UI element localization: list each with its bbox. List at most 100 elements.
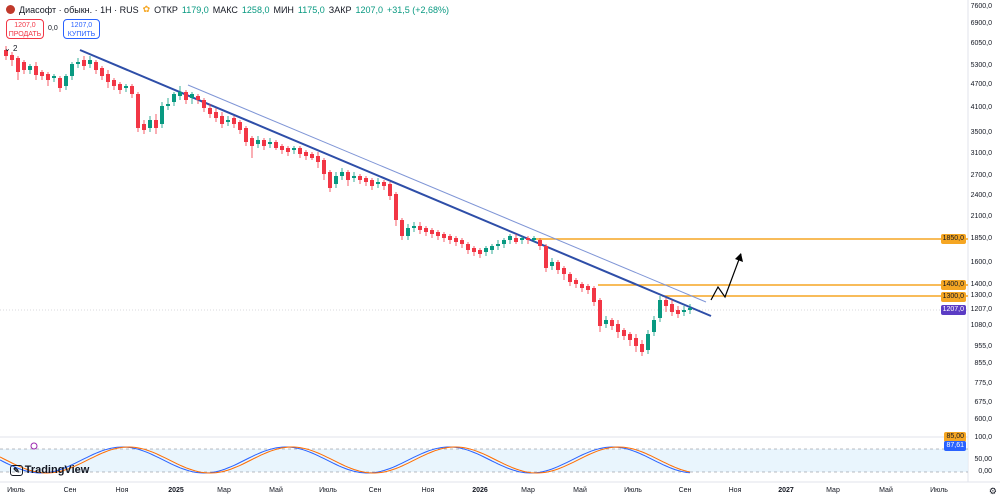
candle-body: [196, 96, 200, 100]
trend-line-main[interactable]: [79, 49, 712, 317]
candle-body: [172, 94, 176, 102]
time-axis-label: Сен: [63, 487, 77, 494]
candle-body: [16, 58, 20, 72]
candle-body: [334, 176, 338, 184]
candle-body: [232, 118, 236, 124]
candle-body: [484, 248, 488, 252]
time-axis-label: 2027: [778, 487, 794, 494]
price-axis-tick: 1400,0: [970, 281, 992, 288]
candle-body: [124, 86, 128, 88]
candle-body: [646, 334, 650, 350]
candle-body: [112, 80, 116, 86]
candle-body: [502, 240, 506, 244]
time-axis-label: Май: [879, 487, 893, 494]
price-axis-tick: 775,0: [974, 380, 992, 387]
candle-body: [322, 160, 326, 174]
indicators-count: 2: [12, 44, 18, 53]
open-value: 1179,0: [181, 4, 209, 15]
candle-body: [238, 122, 242, 130]
price-axis-tick: 855,0: [974, 360, 992, 367]
candle-body: [406, 228, 410, 236]
price-axis-tick: 2400,0: [970, 192, 992, 199]
candle-body: [676, 310, 680, 314]
bolt-icon[interactable]: ✿: [142, 4, 151, 14]
price-axis-tick: 1850,0: [970, 235, 992, 242]
sell-price: 1207,0: [14, 22, 36, 29]
candle-body: [364, 178, 368, 182]
candle-body: [394, 194, 398, 220]
candle-body: [154, 120, 158, 128]
candle-body: [556, 262, 560, 270]
candle-body: [142, 124, 146, 130]
candle-body: [688, 308, 692, 310]
candle-body: [178, 92, 182, 96]
candle-body: [160, 106, 164, 124]
candle-body: [538, 240, 542, 246]
candle-body: [40, 72, 44, 76]
candle-body: [148, 120, 152, 128]
candle-body: [352, 176, 356, 178]
candle-body: [526, 238, 530, 240]
company-logo-icon: [6, 5, 15, 14]
osc-band: [0, 449, 968, 472]
candle-body: [652, 320, 656, 332]
time-axis-label: 2026: [472, 487, 488, 494]
candle-body: [472, 248, 476, 252]
candle-body: [580, 284, 584, 288]
time-axis-label: Июль: [930, 487, 948, 494]
time-axis-label: Ноя: [728, 487, 742, 494]
candle-body: [424, 228, 428, 232]
symbol-title[interactable]: Диасофт · обыкн. · 1Н · RUS: [19, 4, 139, 15]
candle-body: [682, 310, 686, 312]
gear-icon[interactable]: ⚙: [988, 486, 997, 496]
projection-arrow[interactable]: [710, 253, 742, 301]
candle-body: [670, 304, 674, 312]
candle-body: [430, 230, 434, 234]
candle-body: [274, 142, 278, 148]
candle-body: [22, 62, 26, 70]
candle-body: [658, 300, 662, 318]
price-axis-tick: 6900,0: [970, 20, 992, 27]
candle-body: [304, 152, 308, 156]
price-axis-tick: 955,0: [974, 343, 992, 350]
tradingview-logo[interactable]: ✎ TradingView: [10, 464, 89, 476]
candle-body: [388, 184, 392, 196]
candle-body: [250, 138, 254, 146]
time-axis-label: Май: [573, 487, 587, 494]
price-axis-tick: 3100,0: [970, 150, 992, 157]
time-axis-label: Июль: [624, 487, 642, 494]
sell-button[interactable]: 1207,0 ПРОДАТЬ: [6, 19, 44, 39]
osc-settings-icon[interactable]: [30, 442, 38, 450]
price-axis-tick: 2700,0: [970, 172, 992, 179]
candle-body: [466, 244, 470, 250]
candle-body: [640, 344, 644, 352]
candle-body: [562, 268, 566, 274]
candle-body: [34, 66, 38, 75]
candle-body: [376, 182, 380, 184]
price-axis-tick: 1300,0: [970, 292, 992, 299]
candle-body: [382, 182, 386, 186]
buy-button[interactable]: 1207,0 КУПИТЬ: [63, 19, 100, 39]
osc-k-line: [0, 446, 691, 474]
price-axis-tick: 1207,0: [970, 306, 992, 313]
candle-body: [496, 244, 500, 246]
price-axis-tick: 2100,0: [970, 213, 992, 220]
candle-body: [568, 274, 572, 282]
price-axis-tick: 1080,0: [970, 322, 992, 329]
candle-body: [586, 286, 590, 290]
price-axis-tick: 4700,0: [970, 81, 992, 88]
candle-body: [604, 320, 608, 324]
candle-body: [130, 86, 134, 94]
candle-body: [370, 180, 374, 186]
candle-body: [220, 116, 224, 124]
buy-label: КУПИТЬ: [67, 31, 96, 38]
candle-body: [214, 112, 218, 118]
pencil-icon[interactable]: ✎: [10, 465, 23, 476]
time-axis-label: Мар: [217, 487, 231, 494]
trend-line-parallel[interactable]: [187, 84, 707, 303]
indicators-toggle[interactable]: ⌄ 2: [4, 44, 17, 53]
price-axis-tick: 4100,0: [970, 104, 992, 111]
symbol-header[interactable]: Диасофт · обыкн. · 1Н · RUS ✿ ОТКР 1179,0…: [6, 4, 449, 15]
candle-body: [10, 55, 14, 60]
